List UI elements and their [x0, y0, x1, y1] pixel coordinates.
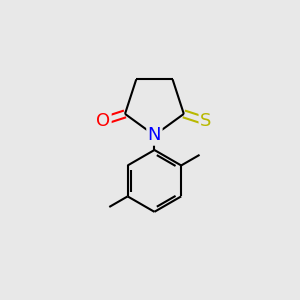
Text: S: S [200, 112, 212, 130]
Text: O: O [96, 112, 110, 130]
Text: N: N [148, 126, 161, 144]
